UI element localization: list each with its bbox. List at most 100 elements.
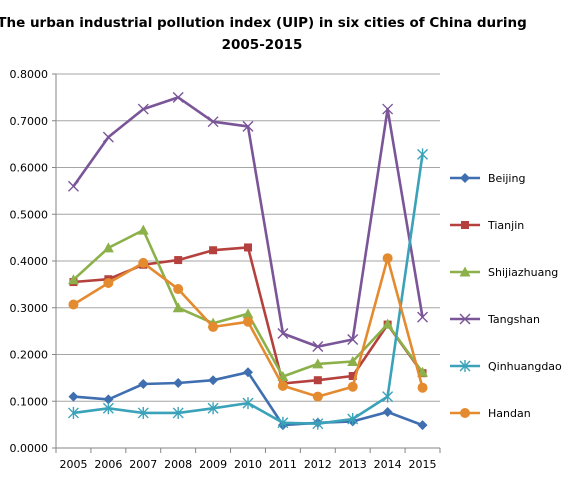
legend-marker [460, 408, 470, 418]
data-point-handan [277, 380, 288, 391]
legend-marker [459, 266, 471, 277]
data-point-tianjin [313, 376, 322, 385]
data-point-qinhuangdao [277, 416, 289, 429]
data-point-beijing [173, 378, 184, 389]
data-point-qinhuangdao [347, 413, 359, 426]
x-tick-label: 2014 [374, 458, 402, 471]
y-tick-label: 0.6000 [10, 162, 49, 175]
data-point-tangshan [102, 131, 114, 143]
data-point-tangshan [67, 180, 79, 192]
legend-marker [461, 221, 469, 229]
y-tick-label: 0.8000 [10, 68, 49, 81]
data-point-shijiazhuang [347, 356, 359, 367]
marker-stroke [67, 180, 79, 192]
gridlines [56, 73, 440, 402]
data-point-handan [173, 284, 184, 295]
y-tick-label: 0.5000 [10, 208, 49, 221]
data-point-handan [243, 316, 253, 327]
y-tick-label: 0.1000 [10, 395, 49, 408]
data-point-shijiazhuang [382, 318, 394, 329]
legend-item-handan: Handan [450, 407, 531, 420]
data-point-qinhuangdao [67, 406, 79, 419]
marker-stroke [347, 334, 359, 346]
y-axis-tick-labels: 0.0000 0.1000 0.2000 0.3000 0.4000 0.5000 0.60… [10, 68, 49, 455]
data-point-tangshan [242, 120, 254, 132]
marker-stroke [242, 120, 254, 132]
x-tick-label: 2015 [409, 458, 437, 471]
data-point-handan [208, 321, 219, 332]
series-tangshan [67, 91, 429, 353]
x-tick-label: 2008 [164, 458, 192, 471]
marker-stroke [277, 327, 289, 339]
y-tick-label: 0.0000 [10, 442, 49, 455]
data-point-qinhuangdao [417, 148, 429, 161]
legend-label: Tangshan [487, 313, 540, 326]
legend-marker [459, 360, 471, 372]
x-tick-label: 2005 [59, 458, 87, 471]
legend-item-shijiazhuang: Shijiazhuang [450, 266, 558, 279]
data-point-tangshan [417, 311, 429, 323]
legend-label: Qinhuangdao [488, 360, 562, 373]
x-axis-tick-labels: 2005 2006 2007 2008 2009 2010 2011 2012 2013 2014… [59, 458, 436, 471]
x-tick-label: 2006 [94, 458, 122, 471]
data-point-shijiazhuang [137, 224, 149, 235]
legend-item-tianjin: Tianjin [450, 219, 524, 232]
data-point-handan [68, 299, 79, 310]
data-point-tangshan [172, 91, 184, 103]
data-point-handan [417, 382, 428, 393]
data-point-tianjin [209, 246, 218, 255]
legend-label: Beijing [488, 172, 525, 185]
x-tick-label: 2011 [269, 458, 297, 471]
data-point-handan [382, 253, 393, 264]
chart-title-line2: 2005-2015 [222, 37, 303, 53]
x-tick-label: 2013 [339, 458, 367, 471]
y-tick-label: 0.2000 [10, 349, 49, 362]
series-handan [68, 253, 428, 402]
x-tick-label: 2012 [304, 458, 332, 471]
data-point-shijiazhuang [312, 358, 324, 369]
y-tick-label: 0.4000 [10, 255, 49, 268]
legend-label: Handan [488, 407, 531, 420]
x-tick-label: 2007 [129, 458, 157, 471]
y-tick-label: 0.7000 [10, 115, 49, 128]
data-point-qinhuangdao [207, 402, 219, 415]
data-point-beijing [68, 391, 79, 402]
legend-marker [460, 173, 470, 183]
series-shijiazhuang [67, 224, 429, 381]
data-point-shijiazhuang [102, 242, 114, 253]
data-point-beijing [243, 367, 253, 378]
marker-stroke [382, 103, 394, 115]
chart-title-line1: The urban industrial pollution index (UI… [0, 15, 527, 31]
data-point-shijiazhuang [172, 302, 184, 313]
legend-label: Tianjin [487, 219, 524, 232]
series-qinhuangdao [67, 148, 429, 430]
marker-stroke [137, 103, 149, 115]
data-point-beijing [417, 420, 428, 431]
data-point-tangshan [312, 341, 324, 353]
data-point-handan [138, 257, 149, 268]
legend-item-qinhuangdao: Qinhuangdao [450, 360, 562, 373]
data-point-tangshan [277, 327, 289, 339]
y-tick-label: 0.3000 [10, 302, 49, 315]
data-point-qinhuangdao [242, 397, 254, 410]
x-tick-label: 2010 [234, 458, 262, 471]
data-point-beijing [208, 375, 219, 386]
axes [52, 73, 441, 453]
data-point-qinhuangdao [312, 417, 324, 430]
legend-label: Shijiazhuang [488, 266, 558, 279]
data-point-shijiazhuang [242, 308, 254, 319]
marker-stroke [417, 311, 429, 323]
marker-stroke [207, 116, 219, 128]
data-point-beijing [138, 378, 149, 389]
data-point-qinhuangdao [137, 406, 149, 419]
legend: Beijing Tianjin Shijiazhuang Tangshan Qinhua… [450, 172, 562, 420]
data-point-beijing [103, 394, 114, 405]
marker-stroke [102, 131, 114, 143]
series-layer [67, 91, 429, 431]
data-point-qinhuangdao [382, 390, 394, 403]
legend-item-beijing: Beijing [450, 172, 525, 185]
data-point-tangshan [137, 103, 149, 115]
data-point-handan [103, 277, 114, 288]
data-point-qinhuangdao [172, 406, 184, 419]
